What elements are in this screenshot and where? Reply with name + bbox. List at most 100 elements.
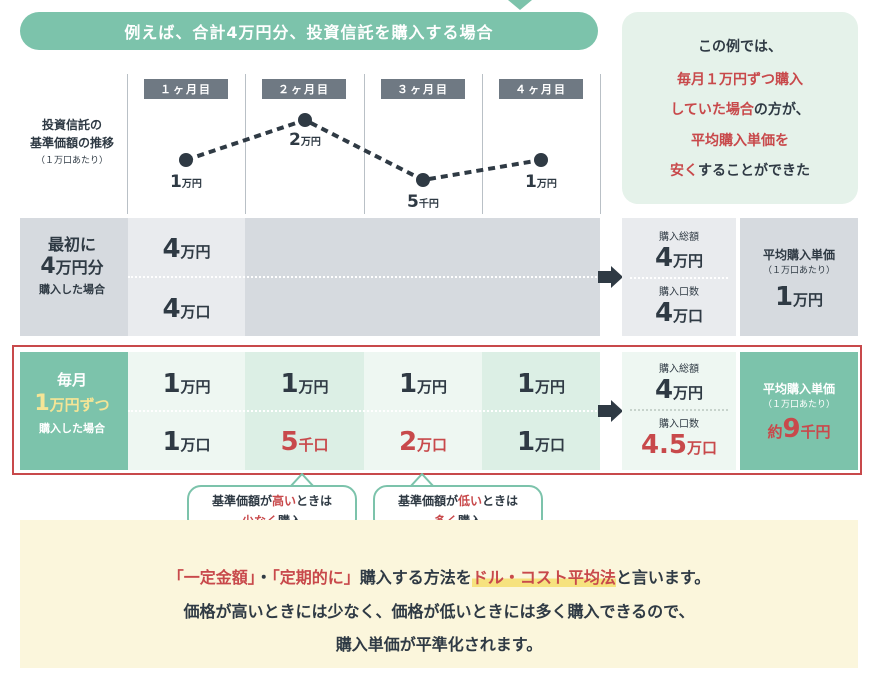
price-num: 1 (170, 172, 182, 192)
monthly-label-2: 1万円ずつ (18, 392, 126, 417)
summary-text: ・ (255, 568, 272, 587)
summary-box: 「一定金額」・「定期的に」購入する方法をドル・コスト平均法と言います。 価格が高… (20, 520, 858, 668)
amount-num: 1 (516, 369, 536, 399)
price-num: 1 (525, 172, 537, 192)
info-line-5-emph: 安く (670, 163, 698, 179)
callout-low-line1: 基準価額が低いときは (375, 491, 541, 511)
avg-sub: （１万口あたり） (762, 400, 835, 410)
summary-text: 購入する方法を (359, 568, 472, 587)
column-divider (600, 74, 601, 214)
units-num: 1 (516, 427, 536, 457)
callout-pointer-high (290, 473, 314, 487)
monthly-units-3: 2万口 (364, 427, 482, 457)
units-unit: 万口 (180, 303, 211, 321)
total-unit: 万円 (673, 384, 704, 402)
avg-label: 平均購入単価 (762, 248, 835, 262)
avg-label: 平均購入単価 (762, 382, 835, 396)
monthly-amount-2: 1万円 (245, 369, 364, 399)
monthly-row-outline (12, 345, 862, 475)
trend-line (185, 117, 542, 183)
qty-value: 4.5万口 (622, 430, 736, 460)
price-unit: 万円 (181, 179, 202, 190)
total-label: 購入総額 (659, 232, 699, 243)
price-point-2 (298, 113, 312, 127)
units-num: 2 (398, 427, 418, 457)
monthly-amount-4: 1万円 (482, 369, 600, 399)
column-divider (482, 74, 483, 214)
lump-label-3: 購入した場合 (39, 283, 105, 296)
column-divider (245, 74, 246, 214)
lump-units: 4万口 (128, 294, 245, 324)
trend-label-2: 基準価額の推移 (29, 136, 114, 150)
avg-unit: 千円 (800, 423, 831, 441)
info-line-3: していた場合の方が、 (622, 99, 858, 119)
total-value: 4万円 (622, 243, 736, 273)
callout-text: 基準価額が (211, 494, 272, 508)
month-tab-1: １ヶ月目 (144, 79, 228, 99)
callout-emph: 低い (457, 494, 482, 508)
month-tab-3: ３ヶ月目 (381, 79, 465, 99)
right-arrow-icon (611, 400, 623, 422)
column-divider (127, 74, 128, 214)
price-unit: 万円 (300, 137, 321, 148)
info-line-5-rest: することができた (698, 163, 810, 179)
info-line-3-rest: の方が、 (753, 102, 810, 118)
price-num: 2 (289, 130, 301, 150)
info-box: この例では、 毎月１万円ずつ購入 していた場合の方が、 平均購入単価を 安くする… (622, 12, 858, 204)
trend-label-3: （１万口あたり） (35, 156, 108, 166)
result-divider (630, 277, 728, 279)
qty-value: 4万口 (622, 298, 736, 328)
monthly-label-2-unit: 万円ずつ (49, 396, 110, 414)
total-value: 4万円 (622, 375, 736, 405)
amount-num: 1 (280, 369, 299, 399)
result-divider (630, 409, 728, 411)
lump-label-1: 最初に (47, 235, 96, 254)
lump-avg-box: 平均購入単価 （１万口あたり） 1万円 (740, 218, 858, 336)
info-line-2: 毎月１万円ずつ購入 (677, 72, 803, 88)
arrow-shaft (598, 271, 612, 283)
amount-unit: 万円 (535, 378, 566, 396)
row-divider (128, 276, 600, 278)
price-point-1 (179, 153, 193, 167)
avg-sub: （１万口あたり） (762, 266, 835, 276)
qty-num: 4.5 (640, 430, 688, 460)
price-label-3: 5千円 (407, 192, 439, 212)
monthly-result-box: 購入総額 4万円 購入口数 4.5万口 (622, 352, 736, 470)
total-unit: 万円 (673, 252, 704, 270)
lump-result-box: 購入総額 4万円 購入口数 4万口 (622, 218, 736, 336)
monthly-amount-1: 1万円 (128, 369, 245, 399)
summary-method: ドル・コスト平均法 (471, 568, 616, 587)
avg-unit: 万円 (793, 291, 824, 309)
callout-pointer-low (410, 473, 434, 487)
callout-text: ときは (482, 494, 519, 508)
summary-emph: 「一定金額」 (167, 568, 256, 587)
lump-label-2: 4万円分 (18, 256, 126, 279)
right-arrow-icon (611, 266, 623, 288)
price-label-2: 2万円 (289, 130, 321, 150)
info-line-4: 平均購入単価を (691, 133, 789, 149)
qty-label: 購入口数 (659, 419, 699, 430)
row-divider (128, 410, 600, 412)
callout-text: ときは (296, 494, 333, 508)
avg-value: 約9千円 (740, 414, 858, 444)
lump-amount: 4万円 (128, 234, 245, 264)
amount-unit: 万円 (180, 243, 211, 261)
amount-unit: 万円 (180, 378, 211, 396)
info-line-1: この例では、 (698, 39, 782, 55)
monthly-label-2-num: 1 (34, 391, 50, 416)
price-unit: 万円 (536, 179, 557, 190)
month-tab-2: ２ヶ月目 (262, 79, 346, 99)
lump-label-2-num: 4 (40, 254, 56, 279)
callout-high-line1: 基準価額が高いときは (189, 491, 355, 511)
monthly-units-1: 1万口 (128, 427, 245, 457)
amount-num: 1 (398, 369, 418, 399)
summary-emph: 「定期的に」 (271, 568, 360, 587)
amount-num: 1 (162, 369, 181, 399)
units-num: 5 (280, 427, 299, 457)
units-unit: 万口 (180, 436, 211, 454)
column-divider (364, 74, 365, 214)
price-unit: 千円 (418, 199, 439, 210)
amount-unit: 万円 (298, 378, 329, 396)
total-num: 4 (654, 243, 674, 273)
units-unit: 千口 (298, 436, 329, 454)
